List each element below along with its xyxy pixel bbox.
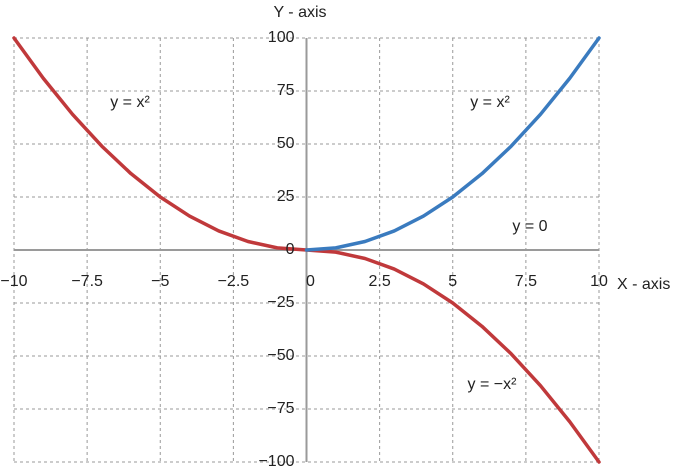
y-tick-label: −50 (267, 347, 294, 364)
y-tick-label: −100 (258, 453, 294, 470)
y-tick-label: −75 (267, 400, 294, 417)
line-series (304, 36, 601, 252)
x-tick-label: 10 (590, 273, 608, 290)
x-axis-label: X - axis (617, 276, 670, 293)
x-tick-label: 2.5 (369, 273, 391, 290)
x-tick-label: −7.5 (71, 273, 103, 290)
y-tick-label: −25 (267, 294, 294, 311)
y-tick-label: 0 (286, 241, 295, 258)
y-tick-label: 25 (277, 188, 295, 205)
annotation: y = −x² (468, 376, 518, 393)
x-tick-label: 7.5 (515, 273, 537, 290)
annotation: y = 0 (512, 218, 547, 235)
y-tick-label: 75 (277, 82, 295, 99)
annotation: y = x² (470, 94, 510, 111)
x-tick-label: −2.5 (218, 273, 250, 290)
x-tick-label: 5 (448, 273, 457, 290)
y-tick-label: 100 (268, 29, 295, 46)
x-tick-label: −5 (151, 273, 169, 290)
x-tick-label: −10 (0, 273, 27, 290)
annotation: y = x² (110, 94, 150, 111)
y-axis-label: Y - axis (273, 4, 326, 21)
y-tick-label: 50 (277, 135, 295, 152)
x-tick-label: 0 (306, 273, 315, 290)
